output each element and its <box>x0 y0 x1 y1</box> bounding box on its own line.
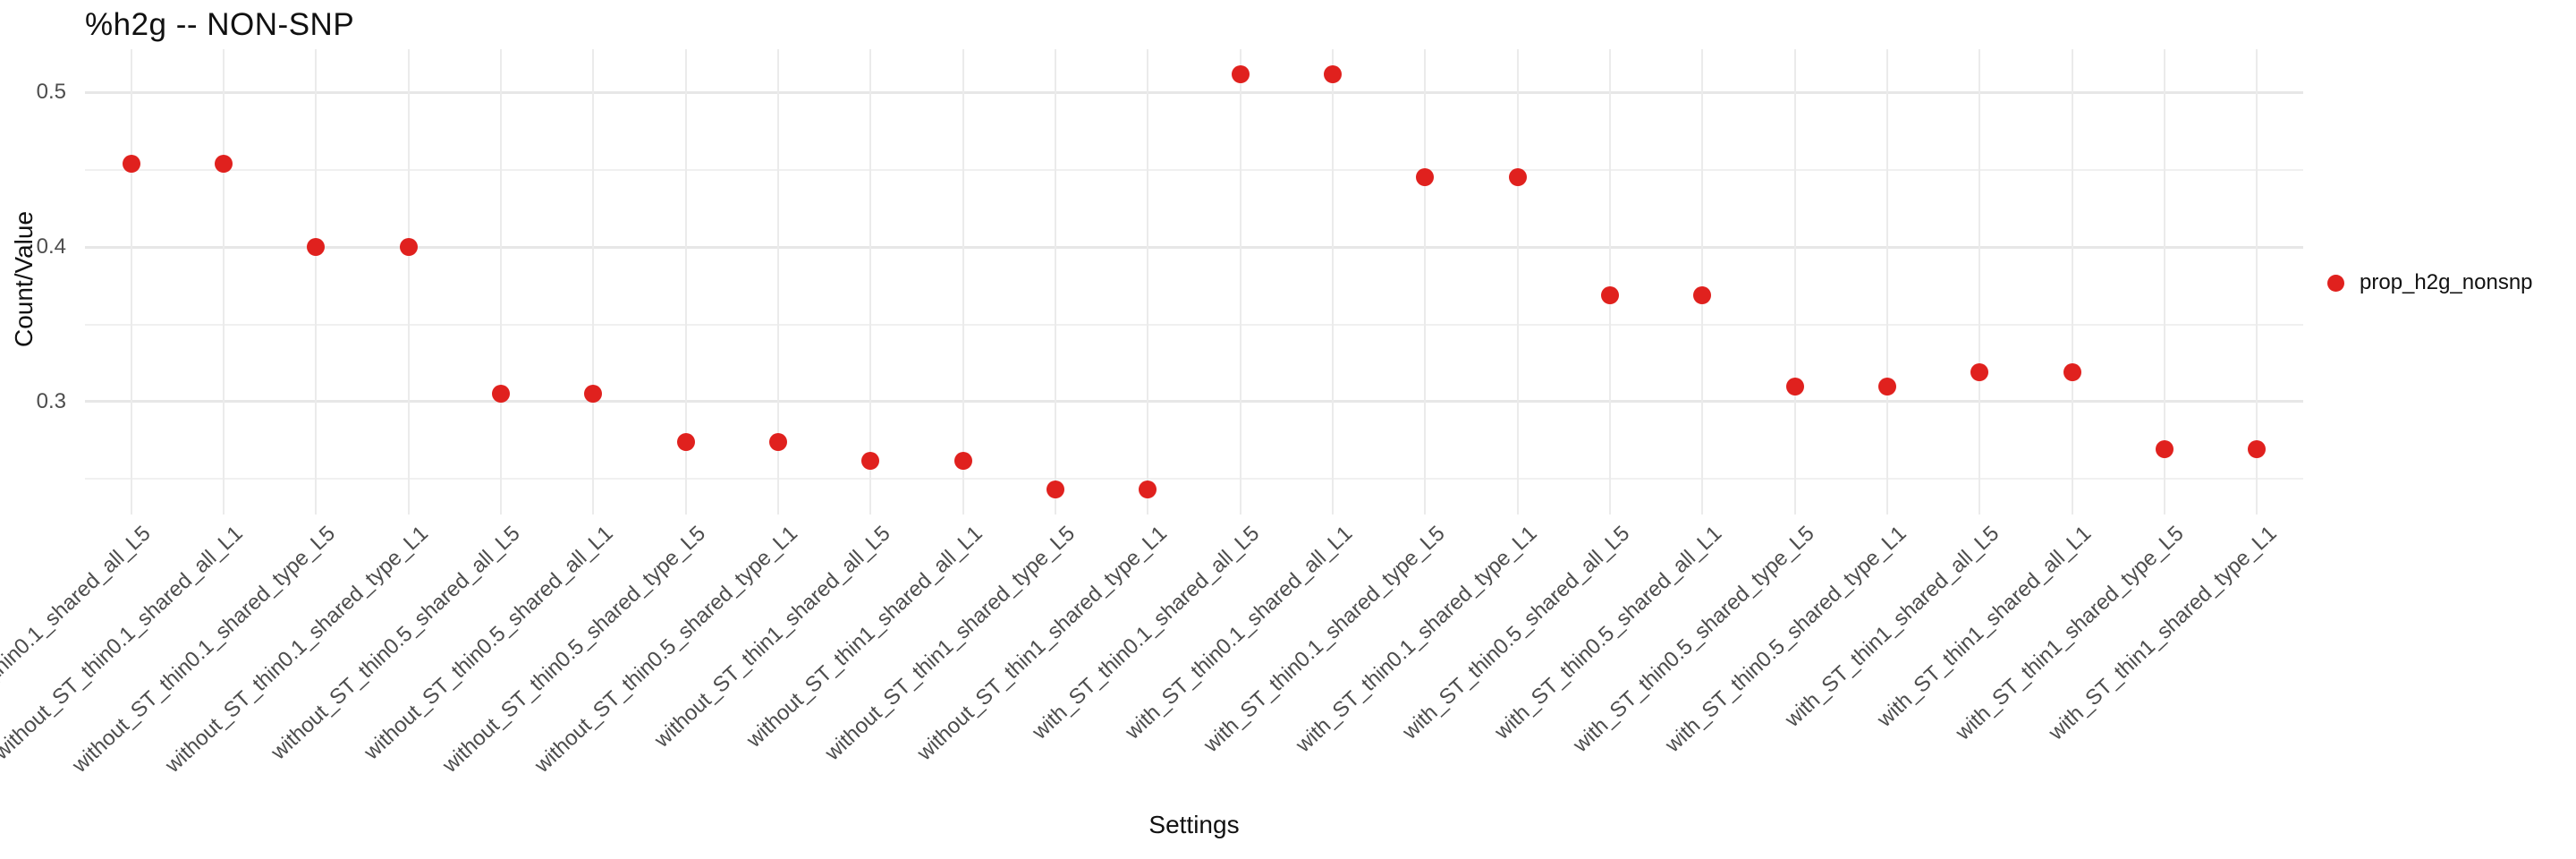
y-tick-label: 0.5 <box>36 80 66 105</box>
gridline-x <box>1239 49 1241 515</box>
gridline-x <box>500 49 502 515</box>
data-point <box>2063 363 2081 382</box>
gridline-x <box>777 49 779 515</box>
gridline-x <box>1979 49 1981 515</box>
plot-panel <box>85 49 2303 515</box>
y-tick-label: 0.4 <box>36 234 66 259</box>
data-point <box>1970 363 1989 382</box>
gridline-x <box>1701 49 1704 515</box>
data-point <box>1416 168 1435 187</box>
legend: prop_h2g_nonsnp <box>2327 270 2533 295</box>
gridline-x <box>1055 49 1056 515</box>
data-point <box>215 154 233 173</box>
data-point <box>1785 377 1804 395</box>
data-point <box>492 385 510 404</box>
data-point <box>307 238 326 257</box>
gridline-x <box>684 49 687 515</box>
gridline-y-major <box>85 245 2303 249</box>
gridline-x <box>869 49 872 515</box>
gridline-x <box>223 49 225 515</box>
y-tick-label: 0.3 <box>36 388 66 413</box>
chart-title: %h2g -- NON-SNP <box>85 7 355 42</box>
data-point <box>769 432 787 451</box>
gridline-x <box>315 49 318 515</box>
gridline-y-minor <box>85 323 2303 326</box>
gridline-x <box>1516 49 1519 515</box>
gridline-x <box>962 49 964 515</box>
gridline-x <box>1147 49 1149 515</box>
gridline-x <box>130 49 132 515</box>
gridline-y-minor <box>85 478 2303 481</box>
gridline-x <box>1793 49 1796 515</box>
data-point <box>1046 481 1064 499</box>
data-point <box>953 451 972 470</box>
data-point <box>1508 168 1527 187</box>
gridline-y-major <box>85 400 2303 404</box>
gridline-y-minor <box>85 168 2303 171</box>
data-point <box>1231 64 1250 83</box>
gridline-x <box>592 49 595 515</box>
data-point <box>676 432 695 451</box>
data-point <box>2156 440 2174 459</box>
gridline-x <box>2256 49 2258 515</box>
x-axis-title: Settings <box>1148 811 1240 838</box>
gridline-x <box>2071 49 2073 515</box>
gridline-x <box>407 49 410 515</box>
data-point <box>122 154 140 173</box>
gridline-x <box>1424 49 1427 515</box>
data-point <box>1324 64 1342 83</box>
data-point <box>1601 285 1619 304</box>
data-point <box>584 385 603 404</box>
data-point <box>1878 377 1896 395</box>
data-point <box>861 451 880 470</box>
data-point <box>1139 481 1157 499</box>
data-point <box>2248 440 2267 459</box>
data-point <box>399 238 418 257</box>
gridline-x <box>1332 49 1334 515</box>
data-point <box>1693 285 1712 304</box>
gridline-x <box>2164 49 2165 515</box>
gridline-x <box>1609 49 1611 515</box>
legend-marker-dot <box>2327 274 2344 292</box>
y-axis-title: Count/Value <box>10 210 38 348</box>
gridline-x <box>1886 49 1888 515</box>
gridline-y-major <box>85 90 2303 94</box>
legend-label: prop_h2g_nonsnp <box>2360 270 2533 294</box>
